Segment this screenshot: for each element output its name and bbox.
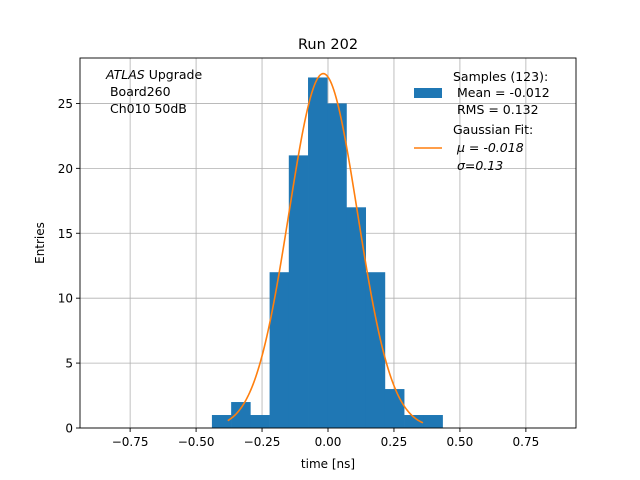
y-tick-label-2: 10: [58, 292, 73, 306]
y-tick-label-0: 0: [65, 422, 73, 436]
histogram-bar-11: [423, 415, 443, 428]
y-axis-ticks: 0 5 10 15 20 25: [58, 97, 80, 436]
histogram-bars: [211, 77, 443, 429]
y-tick-label-5: 25: [58, 97, 73, 111]
annotation-line-3: Ch010 50dB: [106, 101, 187, 116]
annotation-atlas: ATLAS: [105, 67, 145, 82]
annotation-upgrade: Upgrade: [145, 67, 203, 82]
histogram-bar-0: [211, 415, 232, 428]
x-tick-label-5: 0.50: [447, 435, 474, 449]
histogram-bar-2: [250, 415, 270, 428]
atlas-annotation: ATLAS Upgrade Board260 Ch010 50dB: [105, 67, 202, 116]
legend-samples-rms: RMS = 0.132: [453, 102, 539, 117]
histogram-bar-5: [308, 77, 328, 428]
annotation-line-2: Board260: [106, 84, 171, 99]
histogram-bar-6: [327, 103, 347, 428]
histogram-bar-1: [231, 402, 251, 428]
x-tick-label-1: −0.50: [178, 435, 215, 449]
histogram-bar-10: [404, 415, 424, 428]
histogram-bar-7: [346, 207, 367, 428]
legend-samples-swatch: [414, 88, 442, 98]
legend-fit-label: Gaussian Fit:: [453, 122, 533, 137]
x-tick-label-3: 0.00: [315, 435, 342, 449]
histogram-bar-4: [288, 155, 309, 429]
annotation-line-1: ATLAS Upgrade: [105, 67, 202, 82]
legend-fit-sigma: σ=0.13: [453, 158, 503, 173]
legend-samples-mean: Mean = -0.012: [453, 85, 550, 100]
legend-samples-label: Samples (123):: [453, 69, 548, 84]
x-axis-label: time [ns]: [301, 457, 355, 471]
x-tick-label-0: −0.75: [112, 435, 149, 449]
x-tick-label-6: 0.75: [513, 435, 540, 449]
x-tick-label-2: −0.25: [244, 435, 281, 449]
gaussian-fit-line: [227, 72, 424, 424]
legend-fit-mu: μ = -0.018: [453, 140, 524, 155]
x-tick-label-4: 0.25: [381, 435, 408, 449]
y-tick-label-1: 5: [65, 357, 73, 371]
legend: Samples (123): Mean = -0.012 RMS = 0.132…: [414, 69, 550, 173]
histogram-bar-8: [365, 272, 386, 428]
y-tick-label-4: 20: [58, 162, 73, 176]
histogram-bar-3: [269, 272, 290, 428]
chart-title: Run 202: [298, 37, 358, 53]
histogram-bar-9: [384, 389, 405, 428]
y-axis-label: Entries: [33, 222, 47, 264]
x-axis-ticks: −0.75 −0.50 −0.25 0.00 0.25 0.50 0.75: [112, 428, 539, 449]
y-tick-label-3: 15: [58, 227, 73, 241]
